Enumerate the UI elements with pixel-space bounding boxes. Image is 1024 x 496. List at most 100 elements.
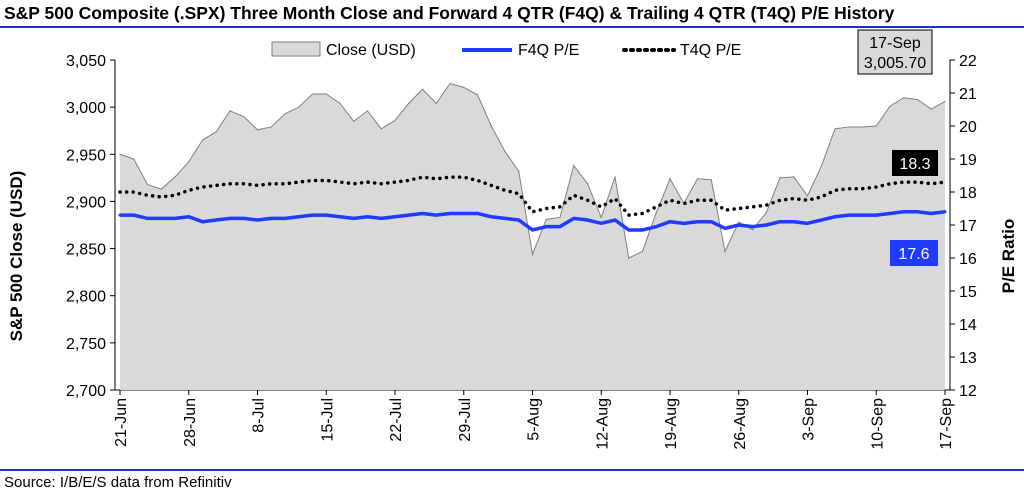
close-point bbox=[779, 177, 781, 179]
f4q-point bbox=[792, 220, 796, 224]
f4q-point bbox=[737, 223, 741, 227]
close-point bbox=[339, 102, 341, 104]
legend-swatch-close bbox=[271, 41, 321, 57]
f4q-value-label: 17.6 bbox=[898, 246, 929, 263]
close-point bbox=[806, 195, 809, 197]
close-point bbox=[586, 182, 589, 185]
close-point bbox=[614, 176, 616, 178]
close-point bbox=[270, 126, 272, 128]
close-point bbox=[641, 250, 644, 252]
f4q-point bbox=[778, 220, 782, 224]
x-tick-label: 3-Sep bbox=[801, 398, 818, 441]
f4q-point bbox=[916, 210, 919, 214]
last-close-callout: 17-Sep 3,005.70 bbox=[857, 29, 933, 75]
f4q-point bbox=[723, 226, 727, 230]
f4q-point bbox=[902, 210, 906, 214]
f4q-point bbox=[627, 228, 631, 232]
close-point bbox=[545, 218, 547, 220]
right-tick-label: 13 bbox=[959, 350, 977, 367]
source-note: Source: I/B/E/S data from Refinitiv bbox=[4, 474, 232, 491]
right-tick-label: 14 bbox=[959, 317, 977, 334]
left-axis: 2,700 2,750 2,800 2,850 2,900 2,950 3,000 3,050 bbox=[66, 53, 115, 400]
f4q-point bbox=[434, 213, 438, 217]
f4q-point bbox=[201, 220, 204, 224]
f4q-point bbox=[503, 216, 507, 220]
close-point bbox=[793, 176, 795, 178]
left-tick-label: 2,700 bbox=[66, 383, 106, 400]
close-point bbox=[861, 126, 864, 128]
x-tick-label: 17-Sep bbox=[938, 398, 955, 450]
close-area-series bbox=[119, 82, 946, 390]
bottom-divider bbox=[0, 469, 1024, 471]
f4q-point bbox=[751, 225, 754, 229]
close-point bbox=[353, 120, 355, 122]
f4q-value-badge: 17.6 bbox=[890, 240, 938, 266]
right-axis: 12 13 14 15 16 17 18 19 20 21 22 bbox=[950, 53, 977, 400]
f4q-point bbox=[696, 220, 699, 224]
legend-label-f4q: F4Q P/E bbox=[518, 42, 579, 59]
close-point bbox=[889, 105, 891, 107]
f4q-point bbox=[764, 223, 768, 227]
close-point bbox=[765, 212, 767, 214]
left-tick-label: 2,750 bbox=[66, 336, 106, 353]
close-point bbox=[628, 257, 630, 259]
f4q-point bbox=[228, 216, 232, 220]
f4q-point bbox=[558, 225, 562, 229]
legend-label-t4q: T4Q P/E bbox=[680, 42, 741, 59]
f4q-point bbox=[531, 228, 534, 232]
right-tick-label: 12 bbox=[959, 383, 977, 400]
t4q-line bbox=[118, 175, 947, 217]
f4q-point bbox=[586, 218, 589, 222]
f4q-point bbox=[709, 220, 713, 224]
f4q-point bbox=[929, 211, 933, 215]
close-point bbox=[243, 115, 245, 118]
close-point bbox=[696, 178, 699, 180]
f4q-point bbox=[132, 213, 136, 217]
x-tick-label: 21-Jun bbox=[113, 398, 130, 447]
x-tick-label: 28-Jun bbox=[182, 398, 199, 447]
f4q-point bbox=[943, 210, 947, 214]
x-tick-label: 8-Jul bbox=[251, 398, 268, 433]
f4q-point bbox=[462, 211, 466, 215]
right-axis-title: P/E Ratio bbox=[999, 219, 1018, 294]
f4q-point bbox=[366, 215, 369, 219]
f4q-point bbox=[187, 215, 191, 219]
f4q-point bbox=[311, 213, 314, 217]
right-tick-label: 18 bbox=[959, 185, 977, 202]
close-point bbox=[903, 97, 905, 99]
close-point bbox=[325, 93, 327, 95]
f4q-point bbox=[861, 213, 864, 217]
f4q-point bbox=[159, 216, 163, 220]
close-point bbox=[655, 212, 657, 214]
close-point bbox=[724, 250, 726, 252]
close-point bbox=[875, 125, 877, 127]
f4q-point bbox=[819, 218, 823, 222]
right-tick-label: 21 bbox=[959, 86, 977, 103]
right-tick-label: 17 bbox=[959, 218, 977, 235]
f4q-point bbox=[421, 211, 424, 215]
close-point bbox=[518, 170, 520, 172]
x-tick-label: 22-Jul bbox=[388, 398, 405, 442]
close-point bbox=[311, 93, 314, 95]
f4q-point bbox=[599, 221, 603, 225]
left-tick-label: 2,900 bbox=[66, 194, 106, 211]
f4q-point bbox=[297, 215, 301, 219]
close-point bbox=[710, 179, 712, 181]
f4q-point bbox=[874, 213, 878, 217]
x-tick-label: 26-Aug bbox=[732, 398, 749, 450]
close-point bbox=[298, 106, 300, 108]
left-tick-label: 2,800 bbox=[66, 289, 106, 306]
f4q-point bbox=[654, 225, 658, 229]
last-close-label: 3,005.70 bbox=[864, 55, 926, 72]
close-point bbox=[490, 125, 492, 127]
close-point bbox=[188, 161, 190, 163]
right-tick-label: 15 bbox=[959, 284, 977, 301]
left-axis-title: S&P 500 Close (USD) bbox=[7, 171, 26, 342]
close-point bbox=[256, 129, 259, 131]
pe-line-series bbox=[118, 175, 947, 232]
f4q-point bbox=[324, 213, 328, 217]
close-point bbox=[174, 176, 176, 178]
close-point bbox=[119, 153, 121, 155]
chart-title: S&P 500 Composite (.SPX) Three Month Clo… bbox=[4, 3, 895, 23]
right-tick-label: 19 bbox=[959, 152, 977, 169]
